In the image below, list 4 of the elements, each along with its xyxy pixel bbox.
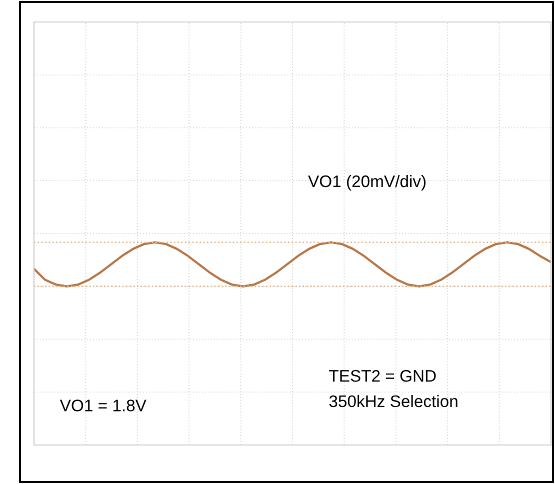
text: TEST2 = GND <box>329 370 436 382</box>
text: VO1 (20mV/div) <box>308 174 426 190</box>
text: 350kHz Selection <box>329 394 458 408</box>
text: VO1 = 1.8V <box>60 400 146 412</box>
